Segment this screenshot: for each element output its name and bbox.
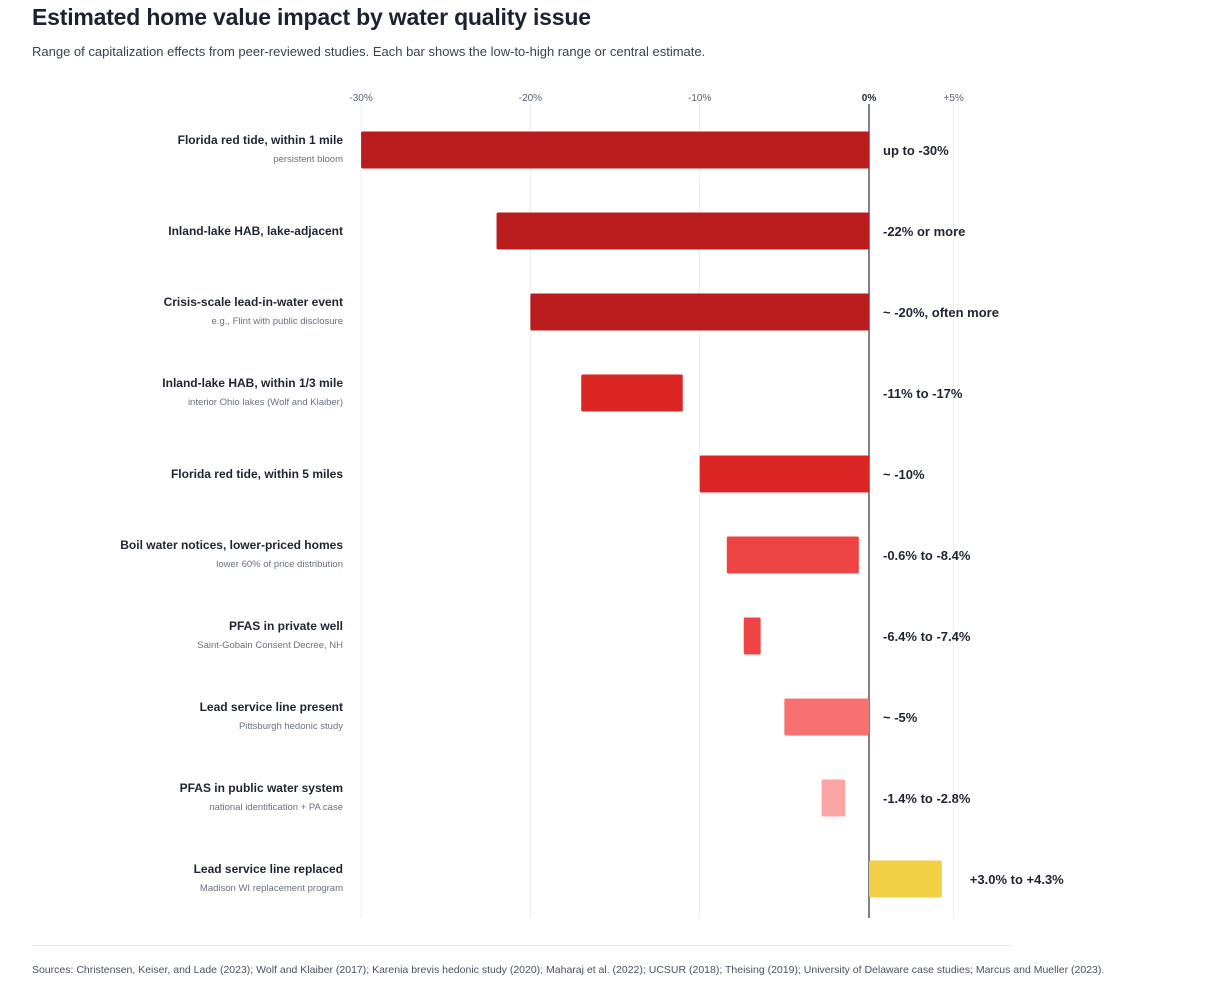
- value-label: ~ -5%: [883, 710, 918, 725]
- range-bar: [530, 293, 869, 331]
- row-label: Inland-lake HAB, lake-adjacent: [168, 224, 343, 238]
- row-label: PFAS in public water system: [180, 781, 343, 795]
- x-tick-label: -30%: [349, 93, 372, 104]
- x-tick-label: 0%: [862, 93, 877, 104]
- row-label-layer: Florida red tide, within 1 mile persisten…: [120, 133, 343, 894]
- row-label: Inland-lake HAB, within 1/3 mile: [162, 376, 343, 390]
- value-label: ~ -10%: [883, 467, 925, 482]
- value-label-layer: up to -30% -22% or more ~ -20%, often more…: [883, 143, 1064, 887]
- range-bar: [699, 455, 869, 493]
- row-sublabel: Pittsburgh hedonic study: [239, 721, 343, 732]
- x-tick-label: -20%: [519, 93, 542, 104]
- value-label: -11% to -17%: [883, 386, 963, 401]
- row-label: Crisis-scale lead-in-water event: [164, 295, 343, 309]
- value-label: -1.4% to -2.8%: [883, 791, 971, 806]
- range-bar: [581, 374, 683, 412]
- row-label: Lead service line present: [200, 700, 343, 714]
- value-label: -22% or more: [883, 224, 965, 239]
- range-bar: [496, 212, 869, 250]
- value-label: +3.0% to +4.3%: [970, 872, 1064, 887]
- row-label: Florida red tide, within 1 mile: [178, 133, 344, 147]
- row-sublabel: Saint-Gobain Consent Decree, NH: [197, 640, 343, 651]
- range-bar: [869, 860, 942, 898]
- footer-divider: [32, 945, 1012, 946]
- x-tick-label: -10%: [688, 93, 711, 104]
- chart-title: Estimated home value impact by water qua…: [32, 4, 591, 30]
- value-label: -0.6% to -8.4%: [883, 548, 971, 563]
- row-sublabel: interior Ohio lakes (Wolf and Klaiber): [188, 397, 343, 408]
- value-label: -6.4% to -7.4%: [883, 629, 971, 644]
- row-sublabel: Madison WI replacement program: [200, 883, 343, 894]
- chart-subtitle: Range of capitalization effects from pee…: [32, 44, 706, 59]
- row-sublabel: national identification + PA case: [209, 802, 343, 813]
- range-bar: [784, 698, 869, 736]
- value-label: ~ -20%, often more: [883, 305, 999, 320]
- range-bar: [361, 131, 869, 169]
- row-label: Florida red tide, within 5 miles: [171, 467, 343, 481]
- range-bar-chart: -30% -20% -10% 0% +5% Florida red tide, with…: [120, 93, 1064, 918]
- value-label: up to -30%: [883, 143, 949, 158]
- row-label: PFAS in private well: [229, 619, 343, 633]
- row-label: Boil water notices, lower-priced homes: [120, 538, 343, 552]
- row-sublabel: persistent bloom: [273, 154, 343, 165]
- range-bar: [821, 779, 846, 817]
- x-tick-label: +5%: [944, 93, 964, 104]
- row-label: Lead service line replaced: [194, 862, 343, 876]
- sources-note: Sources: Christensen, Keiser, and Lade (…: [32, 964, 1105, 976]
- x-axis-ticks: -30% -20% -10% 0% +5%: [349, 93, 963, 104]
- row-sublabel: e.g., Flint with public disclosure: [212, 316, 343, 327]
- range-bar: [726, 536, 859, 574]
- bar-layer: [361, 131, 942, 898]
- range-bar: [743, 617, 761, 655]
- row-sublabel: lower 60% of price distribution: [216, 559, 343, 570]
